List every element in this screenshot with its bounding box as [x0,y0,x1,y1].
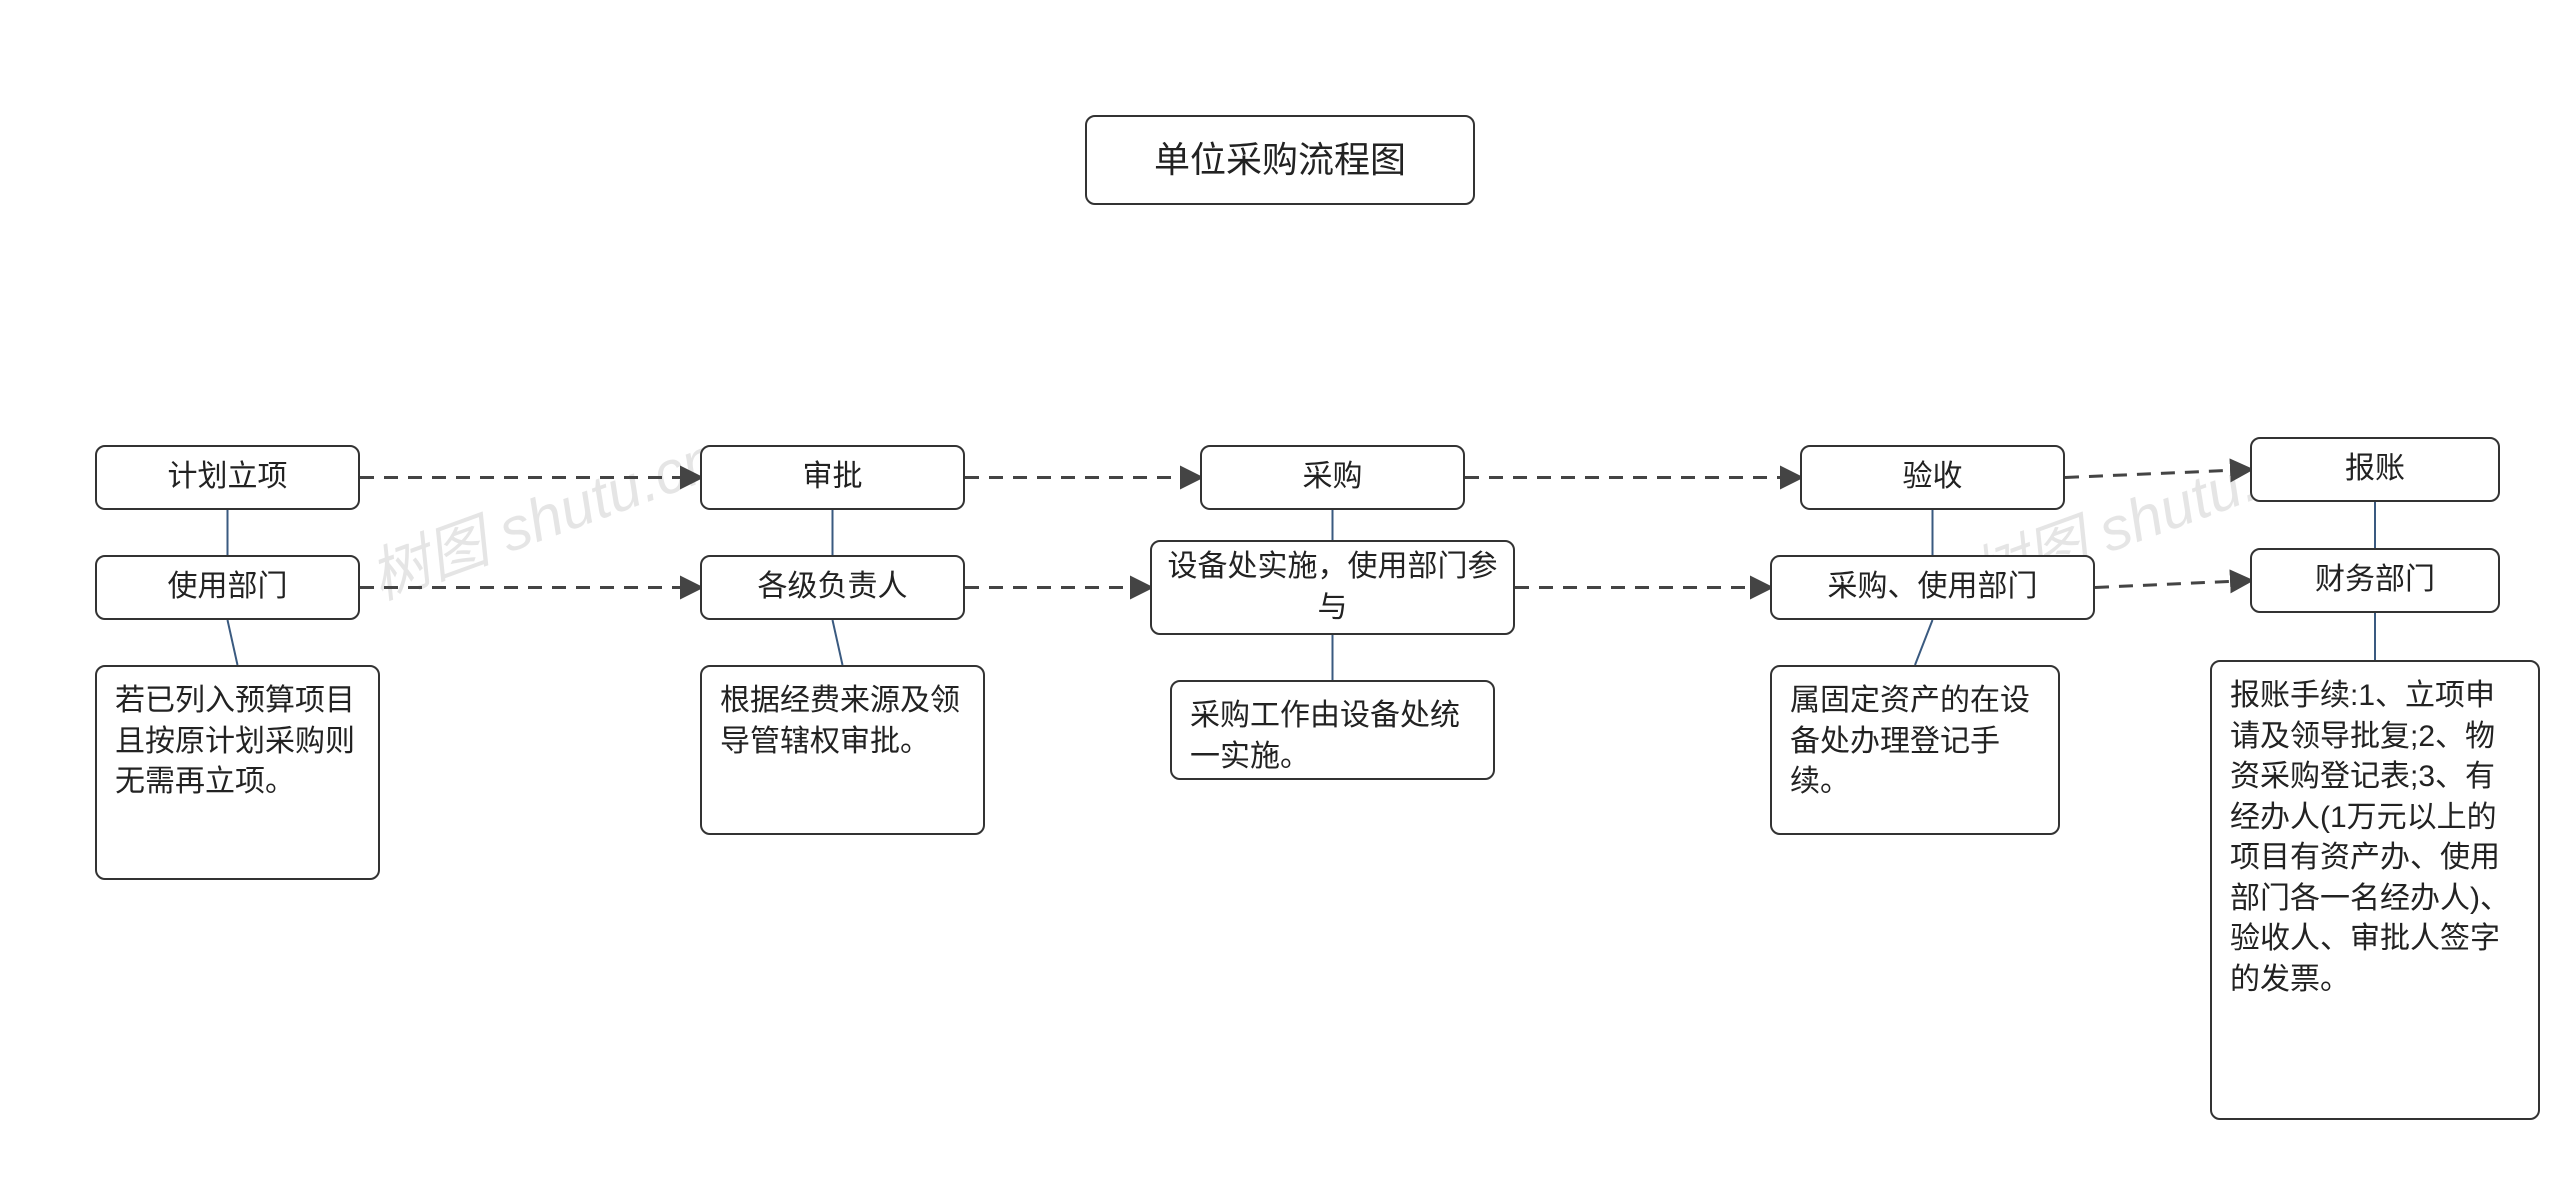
detail-reimburse: 报账手续:1、立项申请及领导批复;2、物资采购登记表;3、有经办人(1万元以上的… [2210,660,2540,1120]
dept-purchase-user: 采购、使用部门 [1770,555,2095,620]
step-reimburse: 报账 [2250,437,2500,502]
step-procure: 采购 [1200,445,1465,510]
step-plan: 计划立项 [95,445,360,510]
dept-managers: 各级负责人 [700,555,965,620]
detail-procure: 采购工作由设备处统一实施。 [1170,680,1495,780]
dept-finance: 财务部门 [2250,548,2500,613]
detail-accept: 属固定资产的在设备处办理登记手续。 [1770,665,2060,835]
step-approve: 审批 [700,445,965,510]
watermark: 树图 shutu.cn [356,410,727,616]
flowchart-title: 单位采购流程图 [1085,115,1475,205]
dept-user: 使用部门 [95,555,360,620]
detail-approve: 根据经费来源及领导管辖权审批。 [700,665,985,835]
dept-equipment: 设备处实施，使用部门参与 [1150,540,1515,635]
detail-plan: 若已列入预算项目且按原计划采购则无需再立项。 [95,665,380,880]
step-accept: 验收 [1800,445,2065,510]
